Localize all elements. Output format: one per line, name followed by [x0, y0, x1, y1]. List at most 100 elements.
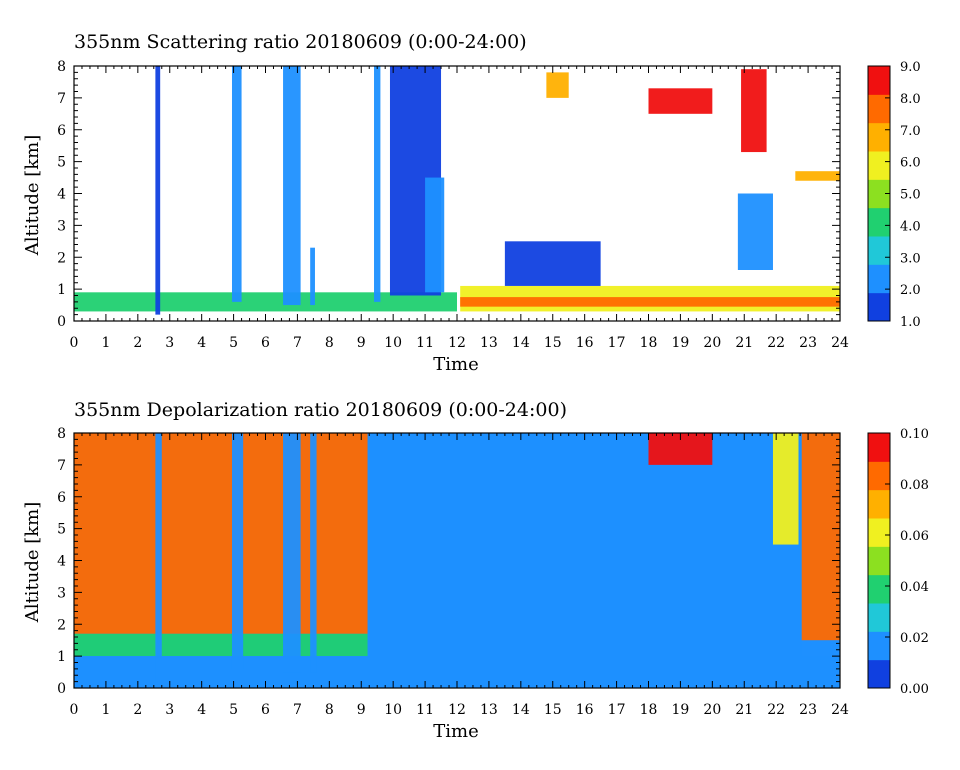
data-region: [74, 433, 368, 634]
colorbar-segment: [868, 659, 890, 689]
data-region: [801, 433, 840, 641]
colorbar-segment: [868, 94, 890, 124]
colorbar-tick-label: 0.10: [900, 427, 929, 442]
data-region: [231, 433, 244, 669]
colorbar-segment: [868, 546, 890, 576]
colorbar-tick-label: 5.0: [900, 188, 921, 203]
data-region: [648, 88, 713, 114]
x-tick-label: 23: [799, 335, 817, 351]
x-tick-label: 4: [197, 702, 206, 718]
colorbar-tick-label: 0.06: [900, 529, 929, 544]
colorbar-tick-label: 3.0: [900, 251, 921, 266]
y-tick-label: 2: [57, 617, 66, 633]
x-tick-label: 9: [357, 335, 366, 351]
x-tick-label: 4: [197, 335, 206, 351]
x-tick-label: 3: [165, 702, 174, 718]
x-tick-label: 21: [735, 335, 753, 351]
colorbar-segment: [868, 151, 890, 180]
data-region: [155, 433, 162, 682]
data-region: [374, 66, 381, 302]
y-tick-label: 7: [57, 458, 66, 474]
data-region: [737, 193, 773, 270]
y-tick-label: 8: [57, 426, 66, 442]
x-tick-label: 19: [672, 702, 690, 718]
x-tick-label: 7: [293, 702, 302, 718]
data-region: [795, 171, 840, 181]
y-tick-label: 5: [57, 522, 66, 538]
x-tick-label: 2: [133, 702, 142, 718]
y-tick-label: 0: [57, 314, 66, 330]
panel-title: 355nm Scattering ratio 20180609 (0:00-24…: [74, 31, 527, 53]
data-region: [74, 633, 368, 657]
y-tick-label: 8: [57, 59, 66, 75]
plot-area: 0 1 2 3 4 5 6 7 8 9 10 11 12 13 14 15 16 17 18 19 20 21 22 23 24…: [57, 59, 849, 351]
y-tick-label: 0: [57, 681, 66, 697]
x-tick-label: 7: [293, 335, 302, 351]
x-tick-label: 12: [448, 702, 466, 718]
colorbar-segment: [868, 574, 890, 604]
y-tick-label: 6: [57, 490, 66, 506]
x-tick-label: 22: [767, 335, 785, 351]
colorbar-segment: [868, 66, 890, 95]
x-tick-label: 12: [448, 335, 466, 351]
x-tick-label: 18: [640, 702, 658, 718]
colorbar-segment: [868, 489, 890, 519]
data-region: [367, 433, 802, 657]
x-tick-label: 14: [512, 335, 530, 351]
depolarization-ratio-panel: 355nm Depolarization ratio 20180609 (0:0…: [22, 399, 929, 742]
colorbar-tick-label: 2.0: [900, 283, 921, 298]
x-tick-label: 16: [576, 702, 594, 718]
data-region: [460, 297, 840, 307]
x-tick-label: 21: [735, 702, 753, 718]
y-axis-label: Altitude [km]: [22, 135, 43, 257]
x-tick-label: 10: [384, 702, 402, 718]
x-axis-label: Time: [433, 721, 478, 742]
data-region: [310, 433, 317, 673]
x-tick-label: 8: [325, 702, 334, 718]
colorbar-segment: [868, 292, 890, 322]
x-tick-label: 8: [325, 335, 334, 351]
colorbar-segment: [868, 433, 890, 462]
colorbar-segment: [868, 236, 890, 265]
x-tick-label: 24: [831, 335, 849, 351]
x-tick-label: 17: [608, 702, 626, 718]
colorbar-segment: [868, 122, 890, 152]
data-region: [546, 72, 569, 98]
y-tick-label: 1: [57, 282, 66, 298]
x-tick-label: 20: [703, 335, 721, 351]
x-tick-label: 1: [101, 702, 110, 718]
colorbar-segment: [868, 603, 890, 632]
colorbar-tick-label: 0.00: [900, 682, 929, 697]
y-tick-label: 7: [57, 91, 66, 107]
colorbar-segment: [868, 179, 890, 209]
colorbar-tick-label: 0.02: [900, 631, 929, 646]
x-tick-label: 2: [133, 335, 142, 351]
x-tick-label: 1: [101, 335, 110, 351]
data-region: [772, 433, 799, 545]
x-tick-label: 13: [480, 702, 498, 718]
plot-background: [74, 66, 840, 321]
colorbar-tick-label: 0.08: [900, 478, 929, 493]
x-tick-label: 15: [544, 702, 562, 718]
colorbar-tick-label: 7.0: [900, 124, 921, 139]
x-tick-label: 5: [229, 335, 238, 351]
x-tick-label: 3: [165, 335, 174, 351]
y-tick-label: 5: [57, 155, 66, 171]
colorbar-segment: [868, 461, 890, 491]
y-tick-label: 4: [57, 187, 66, 203]
x-tick-label: 15: [544, 335, 562, 351]
y-tick-label: 3: [57, 218, 66, 234]
colorbar-segment: [868, 631, 890, 661]
x-tick-label: 9: [357, 702, 366, 718]
data-region: [425, 177, 445, 293]
x-tick-label: 10: [384, 335, 402, 351]
x-tick-label: 5: [229, 702, 238, 718]
colorbar-segment: [868, 207, 890, 237]
y-tick-label: 6: [57, 123, 66, 139]
y-tick-label: 3: [57, 585, 66, 601]
x-tick-label: 13: [480, 335, 498, 351]
x-tick-label: 22: [767, 702, 785, 718]
data-region: [283, 433, 301, 673]
x-tick-label: 23: [799, 702, 817, 718]
colorbar-tick-label: 6.0: [900, 156, 921, 171]
